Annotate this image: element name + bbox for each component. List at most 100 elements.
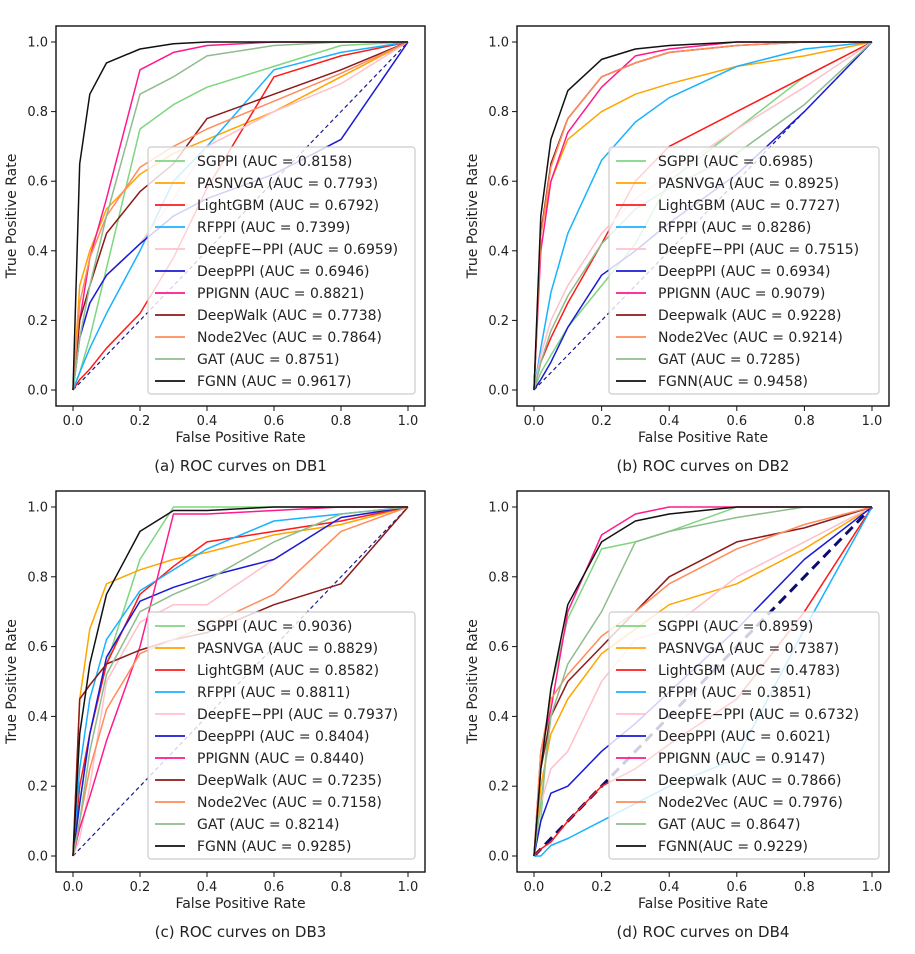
legend: SGPPI (AUC = 0.6985) PASNVGA (AUC = 0.892… bbox=[608, 146, 880, 395]
roc-curve-sgppi bbox=[72, 41, 409, 391]
roc-panel-1: 0.0 0.2 0.4 0.6 0.8 1.0 0.0 0.2 0.4 0.6 0.8 1.0 Fals… bbox=[4, 25, 426, 475]
axes-frame bbox=[55, 490, 426, 873]
x-tick-label: 0.6 bbox=[726, 414, 747, 429]
legend-entry: DeepWalk (AUC = 0.7738) bbox=[197, 308, 382, 324]
x-tick-label: 1.0 bbox=[398, 414, 419, 429]
legend-entry: PPIGNN (AUC = 0.8440) bbox=[197, 751, 364, 767]
x-tick-label: 0.4 bbox=[197, 414, 218, 429]
x-tick-label: 1.0 bbox=[398, 880, 419, 895]
x-tick-label: 0.8 bbox=[794, 414, 815, 429]
x-tick-label: 0.2 bbox=[591, 880, 612, 895]
y-tick-label: 0.8 bbox=[27, 570, 48, 585]
x-tick-label: 0.4 bbox=[659, 880, 680, 895]
legend-entry: SGPPI (AUC = 0.8959) bbox=[658, 619, 813, 635]
legend-entry: DeepPPI (AUC = 0.6934) bbox=[658, 264, 831, 280]
y-axis-label: True Positive Rate bbox=[4, 619, 20, 745]
y-tick-label: 1.0 bbox=[27, 36, 48, 51]
y-tick-label: 0.4 bbox=[488, 710, 509, 725]
y-tick-label: 0.2 bbox=[488, 314, 509, 329]
panel-caption: (d) ROC curves on DB4 bbox=[617, 923, 790, 941]
axes-frame bbox=[516, 490, 890, 873]
legend-entry: RFPPI (AUC = 0.8811) bbox=[197, 685, 350, 701]
y-axis-label: True Positive Rate bbox=[4, 154, 20, 280]
legend-entry: PPIGNN (AUC = 0.9079) bbox=[658, 286, 825, 302]
legend: SGPPI (AUC = 0.8959) PASNVGA (AUC = 0.738… bbox=[608, 611, 880, 860]
roc-curve-gat bbox=[72, 41, 408, 391]
legend-box bbox=[608, 611, 880, 860]
legend-entry: Node2Vec (AUC = 0.7864) bbox=[197, 330, 382, 346]
y-tick-label: 0.4 bbox=[27, 710, 48, 725]
y-tick-label: 0.0 bbox=[27, 384, 48, 399]
y-tick-label: 0.2 bbox=[27, 314, 48, 329]
x-tick-label: 0.8 bbox=[331, 880, 352, 895]
legend-entry: FGNN (AUC = 0.9285) bbox=[197, 839, 351, 855]
legend-entry: LightGBM (AUC = 0.8582) bbox=[197, 663, 379, 679]
legend-entry: GAT (AUC = 0.8647) bbox=[658, 817, 800, 833]
legend-box bbox=[608, 146, 880, 395]
roc-curve-fgnn bbox=[533, 41, 872, 391]
roc-curve-deepppi bbox=[72, 506, 409, 857]
legend-entry: Deepwalk (AUC = 0.9228) bbox=[658, 308, 842, 324]
y-tick-label: 0.0 bbox=[27, 850, 48, 865]
x-tick-label: 0.8 bbox=[794, 880, 815, 895]
y-tick-label: 0.6 bbox=[488, 175, 509, 190]
x-tick-label: 0.8 bbox=[331, 414, 352, 429]
roc-curve-ppignn bbox=[72, 506, 408, 857]
x-tick-label: 0.2 bbox=[130, 414, 151, 429]
legend-entry: SGPPI (AUC = 0.9036) bbox=[197, 619, 352, 635]
legend-entry: PPIGNN (AUC = 0.8821) bbox=[197, 286, 364, 302]
y-axis-label: True Positive Rate bbox=[465, 619, 481, 745]
y-tick-label: 1.0 bbox=[488, 36, 509, 51]
y-tick-label: 0.8 bbox=[488, 570, 509, 585]
x-tick-label: 1.0 bbox=[862, 414, 883, 429]
legend-entry: RFPPI (AUC = 0.7399) bbox=[197, 220, 350, 236]
y-tick-label: 0.8 bbox=[488, 105, 509, 120]
legend-entry: SGPPI (AUC = 0.6985) bbox=[658, 154, 813, 170]
axes-frame bbox=[55, 25, 426, 407]
x-axis-label: False Positive Rate bbox=[175, 430, 305, 446]
legend-entry: GAT (AUC = 0.7285) bbox=[658, 352, 800, 368]
legend-entry: SGPPI (AUC = 0.8158) bbox=[197, 154, 352, 170]
x-tick-label: 1.0 bbox=[862, 880, 883, 895]
y-tick-label: 0.2 bbox=[27, 780, 48, 795]
y-tick-label: 1.0 bbox=[488, 501, 509, 516]
legend-entry: GAT (AUC = 0.8751) bbox=[197, 352, 339, 368]
roc-curve-node2vec bbox=[533, 41, 872, 391]
x-axis-label: False Positive Rate bbox=[638, 430, 768, 446]
x-tick-label: 0.0 bbox=[524, 414, 545, 429]
y-tick-label: 0.4 bbox=[27, 244, 48, 259]
x-axis-label: False Positive Rate bbox=[175, 896, 305, 912]
legend-entry: Node2Vec (AUC = 0.7158) bbox=[197, 795, 382, 811]
y-tick-label: 0.6 bbox=[27, 640, 48, 655]
roc-curve-gat bbox=[533, 506, 872, 857]
x-tick-label: 0.6 bbox=[726, 880, 747, 895]
legend-entry: DeepPPI (AUC = 0.6021) bbox=[658, 729, 831, 745]
legend-entry: DeepFE−PPI (AUC = 0.7937) bbox=[197, 707, 398, 723]
legend-entry: PASNVGA (AUC = 0.7793) bbox=[197, 176, 378, 192]
x-tick-label: 0.4 bbox=[659, 414, 680, 429]
legend-box bbox=[147, 146, 416, 395]
x-tick-label: 0.6 bbox=[264, 880, 285, 895]
chance-diagonal-line bbox=[533, 41, 873, 391]
legend-entry: LightGBM (AUC = 0.6792) bbox=[197, 198, 379, 214]
roc-panel-4: 0.0 0.2 0.4 0.6 0.8 1.0 0.0 0.2 0.4 0.6 0.8 1.0 Fals… bbox=[465, 490, 890, 941]
legend-entry: PASNVGA (AUC = 0.8829) bbox=[197, 641, 378, 657]
roc-curve-fgnn bbox=[72, 41, 408, 391]
roc-curve-rfppi bbox=[533, 41, 873, 391]
legend-entry: DeepWalk (AUC = 0.7235) bbox=[197, 773, 382, 789]
y-tick-label: 0.6 bbox=[488, 640, 509, 655]
legend: SGPPI (AUC = 0.9036) PASNVGA (AUC = 0.882… bbox=[147, 611, 416, 860]
panel-caption: (a) ROC curves on DB1 bbox=[154, 457, 327, 475]
panel-caption: (b) ROC curves on DB2 bbox=[617, 457, 790, 475]
roc-curve-fgnn bbox=[533, 506, 872, 857]
y-axis-label: True Positive Rate bbox=[465, 154, 481, 280]
y-tick-label: 0.8 bbox=[27, 105, 48, 120]
legend-entry: Node2Vec (AUC = 0.7976) bbox=[658, 795, 843, 811]
legend-entry: DeepPPI (AUC = 0.6946) bbox=[197, 264, 370, 280]
x-tick-label: 0.4 bbox=[197, 880, 218, 895]
roc-panel-3: 0.0 0.2 0.4 0.6 0.8 1.0 0.0 0.2 0.4 0.6 0.8 1.0 Fals… bbox=[4, 490, 426, 941]
legend-entry: Node2Vec (AUC = 0.9214) bbox=[658, 330, 843, 346]
legend-entry: FGNN (AUC = 0.9617) bbox=[197, 374, 351, 390]
y-tick-label: 0.4 bbox=[488, 244, 509, 259]
y-tick-label: 0.0 bbox=[488, 850, 509, 865]
